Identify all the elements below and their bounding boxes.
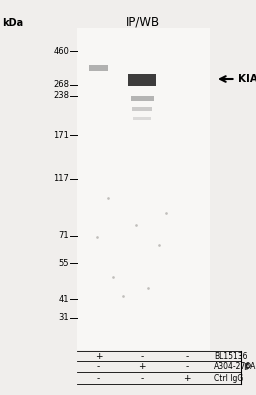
Bar — [133, 117, 151, 120]
Text: +: + — [95, 352, 102, 361]
Text: +: + — [138, 363, 146, 371]
Text: 171: 171 — [53, 131, 69, 140]
Bar — [89, 65, 108, 71]
Text: 71: 71 — [58, 231, 69, 240]
Text: Ctrl IgG: Ctrl IgG — [214, 374, 243, 383]
Text: -: - — [97, 374, 100, 383]
Text: -: - — [141, 352, 144, 361]
Text: KIAA0947: KIAA0947 — [238, 74, 256, 84]
Text: 55: 55 — [59, 259, 69, 268]
Text: IP/WB: IP/WB — [126, 16, 161, 29]
Text: -: - — [97, 363, 100, 371]
Bar — [131, 96, 154, 101]
Text: 268: 268 — [53, 81, 69, 89]
Bar — [132, 107, 152, 111]
Bar — [128, 74, 156, 86]
Text: IP: IP — [243, 363, 251, 372]
Bar — [77, 28, 210, 350]
Text: +: + — [183, 374, 191, 383]
Text: BL15136: BL15136 — [214, 352, 247, 361]
Text: 460: 460 — [53, 47, 69, 56]
Text: A304-276A: A304-276A — [214, 363, 256, 371]
Text: 238: 238 — [53, 92, 69, 100]
Text: -: - — [141, 374, 144, 383]
Text: 41: 41 — [59, 295, 69, 303]
Text: kDa: kDa — [3, 18, 24, 28]
Text: -: - — [185, 352, 188, 361]
Text: -: - — [185, 363, 188, 371]
Text: 117: 117 — [53, 175, 69, 183]
Text: 31: 31 — [58, 314, 69, 322]
